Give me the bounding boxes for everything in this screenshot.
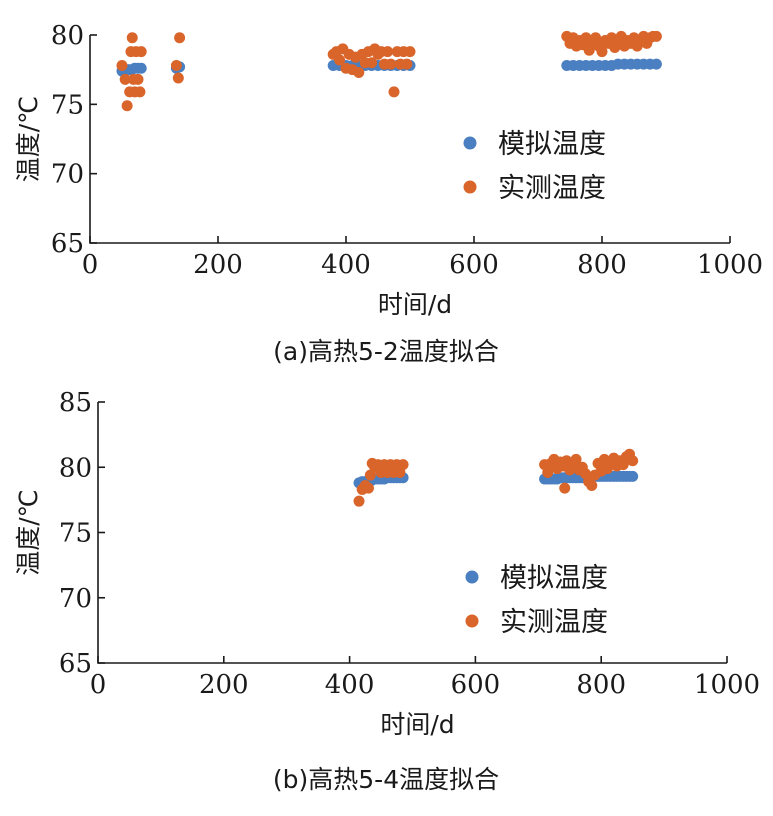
data-point — [559, 482, 571, 494]
data-point — [362, 482, 374, 494]
data-point — [134, 86, 146, 98]
y-tick-label: 75 — [59, 519, 92, 549]
legend-label: 模拟温度 — [498, 129, 606, 160]
data-point — [353, 495, 365, 507]
chart-a-svg: 0 200 400 600 800 1000 65 70 75 80 时间/d 温度/℃ (a)高热5-… — [14, 21, 763, 366]
data-point — [401, 58, 413, 70]
data-point — [116, 60, 128, 72]
y-tick-label: 70 — [59, 584, 92, 614]
x-tick-label: 200 — [199, 670, 249, 700]
legend-marker — [465, 570, 479, 584]
data-point — [135, 46, 147, 58]
x-tick-label: 1000 — [697, 250, 763, 280]
data-point — [385, 58, 397, 70]
data-point — [121, 100, 133, 112]
x-tick-label: 1000 — [694, 670, 760, 700]
chart-caption: (a)高热5-2温度拟合 — [273, 337, 499, 366]
legend-marker — [463, 180, 477, 194]
chart-b-svg: 0 200 400 600 800 1000 65 70 75 80 85 时间/d 温度/℃ (b)高热… — [14, 388, 760, 794]
x-tick-label: 400 — [325, 670, 375, 700]
data-point — [404, 46, 416, 58]
chart-panel-a: 0 200 400 600 800 1000 65 70 75 80 时间/d 温度/℃ (a)高热5-… — [0, 0, 773, 380]
data-point — [119, 73, 131, 85]
axes-frame — [97, 402, 727, 664]
data-point — [135, 62, 147, 74]
legend-label: 模拟温度 — [500, 563, 608, 594]
x-tick-label: 600 — [449, 250, 499, 280]
data-point — [126, 32, 138, 44]
x-tick-label: 800 — [576, 670, 626, 700]
x-axis-title: 时间/d — [378, 290, 452, 319]
y-tick-label: 80 — [51, 21, 84, 51]
data-point — [170, 60, 182, 72]
data-point — [570, 453, 582, 465]
x-tick-label: 600 — [451, 670, 501, 700]
legend-marker — [463, 136, 477, 150]
data-point — [590, 32, 602, 44]
y-axis-title: 温度/℃ — [14, 96, 43, 183]
legend-marker — [465, 614, 479, 628]
data-point — [650, 30, 662, 42]
y-tick-label: 75 — [51, 90, 84, 120]
x-tick-label: 400 — [321, 250, 371, 280]
y-tick-label: 70 — [51, 160, 84, 190]
data-point — [132, 73, 144, 85]
x-axis-title: 时间/d — [380, 710, 454, 739]
data-point — [627, 455, 639, 467]
data-point — [388, 86, 400, 98]
data-point — [397, 459, 409, 471]
x-tick-label: 0 — [90, 670, 107, 700]
x-tick-label: 0 — [82, 250, 99, 280]
y-tick-label: 65 — [59, 649, 92, 679]
x-tick-label: 800 — [577, 250, 627, 280]
y-axis-title: 温度/℃ — [14, 489, 43, 576]
series-measured — [116, 30, 662, 112]
data-point — [542, 466, 554, 478]
data-point — [172, 72, 184, 84]
data-point — [353, 66, 365, 78]
data-point — [366, 57, 378, 69]
series-measured — [353, 448, 639, 507]
data-point — [382, 46, 394, 58]
data-point — [596, 46, 608, 58]
data-point — [334, 54, 346, 66]
data-point — [174, 32, 186, 44]
legend-label: 实测温度 — [500, 607, 608, 638]
chart-caption: (b)高热5-4温度拟合 — [273, 765, 499, 794]
y-tick-label: 80 — [59, 453, 92, 483]
y-tick-label: 65 — [51, 229, 84, 259]
legend-label: 实测温度 — [498, 173, 606, 204]
data-point — [650, 58, 662, 70]
data-point — [586, 480, 598, 492]
y-tick-label: 85 — [59, 388, 92, 418]
data-point — [627, 470, 639, 482]
chart-panel-b: 0 200 400 600 800 1000 65 70 75 80 85 时间/d 温度/℃ (b)高热… — [0, 380, 773, 816]
data-point — [583, 44, 595, 56]
x-tick-label: 200 — [193, 250, 243, 280]
